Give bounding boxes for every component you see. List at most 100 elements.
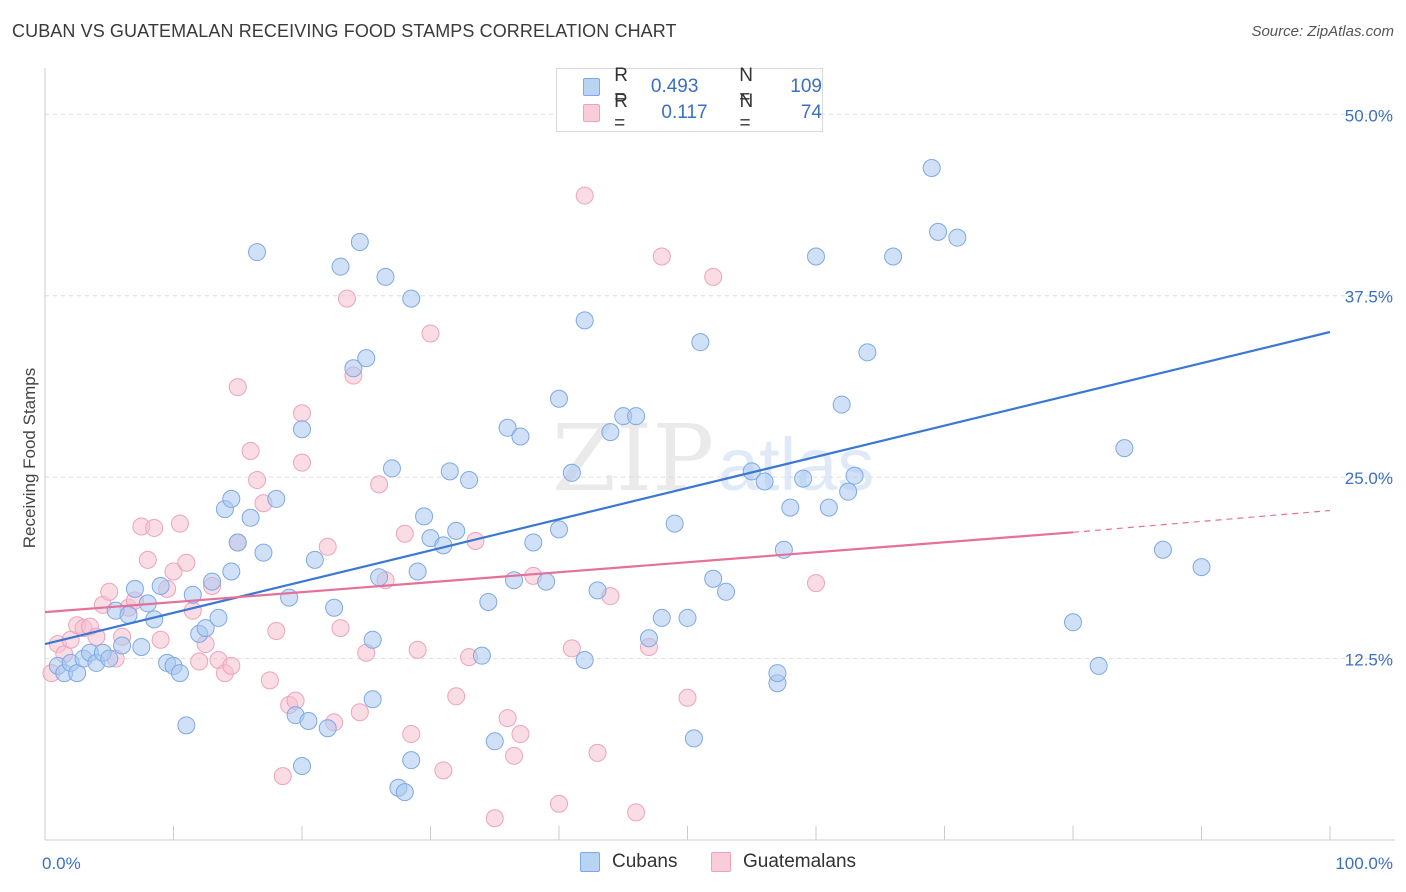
- cuban-point: [132, 637, 151, 656]
- series-legend: Cubans Guatemalans: [0, 851, 1406, 877]
- guatemalan-point: [337, 289, 356, 308]
- guatemalan-point: [807, 574, 825, 593]
- cuban-point: [807, 247, 825, 266]
- cuban-point: [665, 514, 684, 533]
- guatemalan-point: [170, 514, 189, 533]
- cuban-point: [331, 257, 350, 276]
- cuban-point: [524, 533, 543, 552]
- guatemalan-point: [248, 471, 267, 490]
- cuban-point: [293, 756, 311, 775]
- cuban-point: [440, 462, 459, 481]
- cuban-point: [222, 562, 241, 581]
- cuban-point: [408, 562, 427, 581]
- r-value-guatemalans: 0.117: [661, 102, 708, 123]
- guatemalans-swatch: [583, 104, 601, 122]
- cuban-point: [1064, 613, 1082, 632]
- guatemalan-point: [151, 630, 170, 649]
- guatemalan-point: [395, 524, 414, 543]
- cuban-point: [472, 646, 491, 665]
- guatemalan-point: [100, 582, 119, 601]
- cuban-point: [948, 228, 967, 247]
- guatemalan-point: [293, 404, 311, 423]
- legend-item-cubans: Cubans: [580, 851, 678, 873]
- stats-legend: R = 0.493 N = 109 R = 0.117 N = 74: [556, 65, 823, 134]
- cuban-point: [228, 533, 247, 552]
- cuban-point: [402, 751, 421, 770]
- cuban-point: [929, 222, 948, 241]
- cuban-point: [627, 407, 646, 426]
- cuban-point: [318, 719, 337, 738]
- guatemalan-point: [511, 725, 530, 744]
- r-label: R =: [614, 91, 628, 134]
- y-tick-label: 37.5%: [1345, 288, 1393, 307]
- guatemalan-point: [447, 687, 466, 706]
- cuban-point: [537, 572, 556, 591]
- cuban-point: [395, 783, 414, 802]
- cuban-point: [678, 608, 697, 627]
- n-value-cubans: 109: [790, 76, 822, 97]
- guatemalan-point: [318, 537, 337, 556]
- guatemalan-point: [498, 709, 517, 728]
- cuban-point: [100, 649, 119, 668]
- cuban-point: [575, 311, 594, 330]
- cuban-point: [562, 463, 581, 482]
- guatemalan-point: [293, 453, 311, 472]
- cuban-point: [382, 459, 401, 478]
- cuban-point: [415, 507, 434, 526]
- n-label: N =: [739, 91, 754, 134]
- cuban-point: [299, 711, 318, 730]
- guatemalan-point: [228, 378, 247, 397]
- guatemalan-point: [260, 671, 279, 690]
- guatemalan-point: [505, 746, 524, 765]
- guatemalans-trendline: [44, 531, 1074, 614]
- cuban-point: [170, 664, 189, 683]
- cuban-point: [845, 466, 864, 485]
- n-value-guatemalans: 74: [800, 102, 822, 123]
- cuban-point: [1115, 439, 1134, 458]
- guatemalan-point: [138, 550, 157, 569]
- guatemalan-point: [350, 703, 369, 722]
- cuban-point: [325, 598, 344, 617]
- guatemalan-point: [408, 640, 427, 659]
- cuban-point: [652, 608, 671, 627]
- legend-row-guatemalans: R = 0.117 N = 74: [583, 91, 822, 134]
- cuban-point: [177, 716, 196, 735]
- guatemalan-point: [421, 324, 440, 343]
- guatemalan-point: [678, 688, 697, 707]
- cuban-point: [248, 243, 267, 262]
- guatemalan-point: [145, 518, 164, 537]
- legend-label-guatemalans: Guatemalans: [743, 851, 857, 872]
- cuban-point: [222, 489, 241, 508]
- cuban-point: [479, 592, 498, 611]
- cuban-point: [588, 581, 607, 600]
- cuban-point: [183, 585, 202, 604]
- cuban-point: [1089, 656, 1108, 675]
- cuban-point: [550, 389, 568, 408]
- source-label: Source: ZipAtlas.com: [1251, 23, 1394, 40]
- cuban-point: [370, 568, 389, 587]
- r-label: R =: [614, 65, 628, 108]
- cuban-point: [819, 498, 838, 517]
- cuban-point: [254, 543, 273, 562]
- cuban-point: [839, 482, 858, 501]
- cuban-point: [781, 498, 800, 517]
- chart-title: CUBAN VS GUATEMALAN RECEIVING FOOD STAMP…: [12, 21, 677, 41]
- cuban-point: [717, 582, 736, 601]
- guatemalan-point: [588, 743, 607, 762]
- guatemalan-point: [241, 442, 260, 461]
- legend-item-guatemalans: Guatemalans: [711, 851, 856, 873]
- y-axis-label: Receiving Food Stamps: [20, 368, 39, 548]
- cuban-point: [550, 520, 568, 539]
- cuban-point: [363, 690, 382, 709]
- cuban-point: [485, 732, 504, 751]
- cuban-point: [511, 427, 530, 446]
- cuban-point: [460, 471, 479, 490]
- cuban-point: [922, 158, 941, 177]
- cuban-point: [601, 423, 620, 442]
- guatemalan-point: [331, 619, 350, 638]
- guatemalan-point: [177, 553, 196, 572]
- cuban-point: [832, 395, 851, 414]
- cuban-point: [402, 289, 421, 308]
- y-tick-label: 25.0%: [1345, 469, 1393, 488]
